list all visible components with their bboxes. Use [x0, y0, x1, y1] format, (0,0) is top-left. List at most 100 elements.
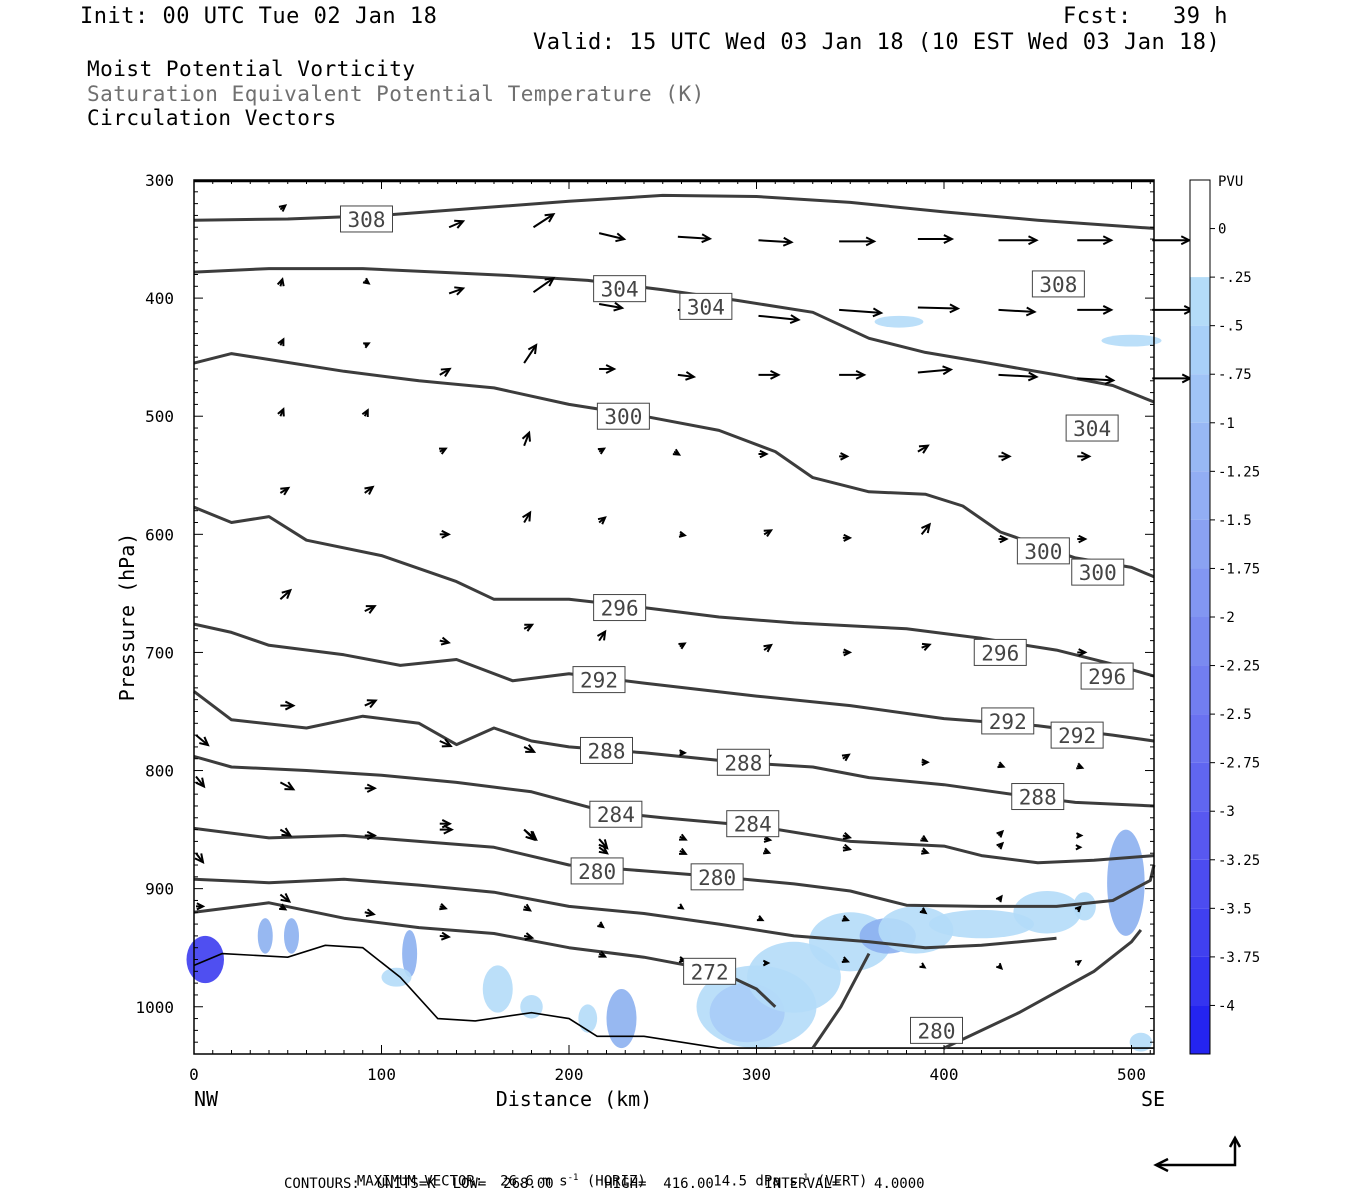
contour-label: 280: [578, 860, 616, 884]
vector-arrowhead: [527, 343, 538, 355]
contour-label-box: [340, 205, 393, 233]
mpv-shading: [186, 315, 1162, 1052]
contour-labels: 308 304 304 308 300 304 300 300 296 296 296 292 292 2…: [340, 205, 1134, 1044]
circulation-vector: [279, 589, 292, 601]
vector-arrowhead: [1078, 648, 1088, 657]
vector-arrowhead: [1075, 844, 1083, 851]
vector-arrowhead: [1074, 959, 1083, 967]
circulation-vector: [998, 308, 1035, 313]
reference-vector-icon: [1153, 1135, 1242, 1173]
circulation-vector: [523, 828, 537, 841]
circulation-vector: [523, 344, 537, 364]
vector-arrowhead: [842, 843, 853, 852]
contour-label-box: [1031, 270, 1085, 298]
y-tick-label: 300: [145, 171, 174, 190]
vector-arrowhead: [1080, 451, 1092, 462]
vector-arrowhead: [1078, 534, 1088, 544]
contour-276: [193, 877, 1057, 950]
vector-arrowhead: [762, 847, 772, 855]
colorbar-label: -2.25: [1218, 659, 1260, 675]
vector-arrowhead: [782, 236, 794, 247]
vector-arrowhead: [995, 962, 1004, 971]
contour-label: 296: [981, 641, 1019, 665]
vector-arrowhead: [194, 853, 205, 864]
vector-arrowhead: [440, 367, 452, 377]
mpv-blob: [402, 929, 418, 978]
vector-arrowhead: [280, 893, 292, 903]
vector-arrowhead: [921, 522, 932, 534]
vector-arrowhead: [855, 369, 867, 380]
vector-arrowhead: [598, 845, 609, 855]
colorbar-label: -2.5: [1218, 707, 1252, 723]
max-vector-text-b: (HORIZ) 14.5 dPa s: [578, 1173, 798, 1190]
colorbar-cell: [1190, 325, 1210, 375]
contour-label: 308: [1039, 273, 1077, 297]
colorbar-cell: [1190, 1005, 1210, 1054]
vector-arrowhead: [524, 932, 535, 941]
y-tick-label: 700: [145, 643, 174, 662]
contour-label: 292: [989, 710, 1027, 734]
vector-arrowhead: [921, 847, 930, 855]
circulation-vector: [532, 277, 555, 294]
circulation-vector: [917, 306, 958, 310]
contour-label-box: [1071, 558, 1125, 586]
vector-arrowhead: [527, 830, 538, 842]
vector-arrowhead: [918, 444, 930, 454]
contour-label: 284: [597, 803, 635, 827]
contour-label-box: [973, 638, 1027, 666]
exp-1: -1: [567, 1173, 579, 1183]
contour-label: 300: [1079, 561, 1117, 585]
vector-arrowhead: [1102, 235, 1114, 246]
circulation-vector: [598, 232, 625, 241]
vector-arrowhead: [949, 303, 961, 314]
mpv-blob: [482, 965, 513, 1013]
vector-arrowhead: [281, 827, 293, 837]
colorbar-label: -2.75: [1218, 756, 1260, 772]
vector-arrowhead: [677, 903, 685, 910]
colorbar-cell: [1190, 908, 1210, 957]
vector-arrowhead: [597, 516, 607, 525]
contour-label: 280: [918, 1019, 956, 1043]
vector-arrowhead: [685, 371, 697, 381]
circulation-vector: [195, 734, 209, 746]
y-axis-label: Pressure (hPa): [115, 533, 139, 702]
vector-arrowhead: [1102, 305, 1114, 315]
title-mpv: Moist Potential Vorticity: [87, 57, 416, 81]
contour-label-box: [589, 800, 643, 828]
contour-label: 304: [1073, 417, 1111, 441]
contour-label-box: [1050, 721, 1104, 749]
colorbar-label: -1.5: [1218, 513, 1252, 529]
colorbar-cell: [1190, 811, 1210, 860]
max-vector-text-a: MAXIMUM VECTOR: 26.6 m s: [356, 1173, 568, 1190]
contour-label: 296: [601, 597, 639, 621]
vector-arrowhead: [598, 839, 609, 850]
y-tick-label: 1000: [135, 998, 174, 1017]
vector-arrowhead: [679, 833, 688, 841]
vector-arrowhead: [439, 447, 448, 455]
contour-label: 304: [601, 278, 639, 302]
vector-arrowhead: [523, 903, 532, 912]
mpv-blob: [1013, 891, 1081, 934]
vector-arrowhead: [454, 219, 466, 229]
contour-276-closed: [811, 929, 1143, 1050]
contour-label-box: [1065, 414, 1119, 442]
vector-arrowhead: [841, 914, 850, 922]
mpv-blob: [257, 918, 273, 954]
x-right-end-label: SE: [1141, 1087, 1165, 1111]
vector-arrowhead: [615, 232, 627, 243]
vector-arrowhead: [366, 699, 378, 709]
circulation-vector: [523, 432, 531, 447]
vector-arrowhead: [597, 921, 605, 929]
forecast-hour: Fcst: 39 h: [1063, 4, 1228, 29]
vector-arrowhead: [521, 430, 531, 442]
colorbar-cell: [1190, 422, 1210, 472]
vector-arrowhead: [1028, 235, 1039, 246]
vector-arrowhead: [597, 447, 607, 455]
vector-arrowhead: [279, 903, 288, 911]
colorbar-unit: PVU: [1218, 174, 1243, 190]
vector-arrowhead: [678, 642, 687, 650]
contour-label-box: [726, 810, 780, 838]
vector-arrowhead: [1180, 235, 1192, 246]
vector-arrowhead: [841, 753, 851, 762]
vector-arrowhead: [763, 643, 773, 653]
